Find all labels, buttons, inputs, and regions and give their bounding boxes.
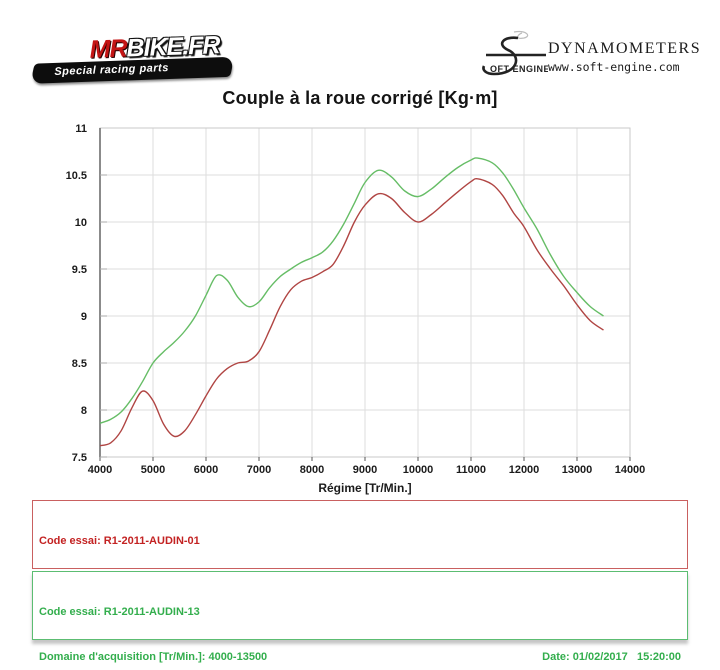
soft-engine-text: DYNAMOMETERS www.soft-engine.com [548,40,701,74]
x-axis-tick-label: 4000 [88,464,112,476]
y-axis-tick-label: 11 [75,123,87,135]
x-axis-tick-label: 13000 [562,464,593,476]
test-info-panel-green: Code essai: R1-2011-AUDIN-13 Domaine d'a… [32,571,688,663]
code-essai-row: Code essai: R1-2011-AUDIN-13 [39,606,200,618]
y-axis-tick-label: 8.5 [72,358,87,370]
y-axis-tick-label: 9 [81,311,87,323]
x-axis-tick-label: 10000 [403,464,434,476]
torque-chart: 4000 5000 6000 7000 8000 9000 10000 11000 12000 1… [66,123,646,495]
torque-curve-green [99,157,604,424]
acquisition-range: Domaine d'acquisition [Tr/Min.]: 4000-13… [39,651,268,663]
test-date: Date: 01/02/2017 15:20:00 [542,651,681,663]
soft-engine-logo: OFT-ENGINE DYNAMOMETERS www.soft-engine.… [474,30,714,86]
y-axis-tick-label: 10 [75,217,87,229]
x-axis-tick-label: 14000 [615,464,646,476]
x-axis-tick-label: 12000 [509,464,540,476]
test-info-panel-red: Code essai: R1-2011-AUDIN-01 Domaine d'a… [32,500,688,637]
soft-engine-wordmark: OFT-ENGINE [490,64,548,74]
y-axis-tick-label: 10.5 [66,170,87,182]
y-axis-tick-label: 7.5 [72,452,87,464]
x-axis-tick-label: 8000 [300,464,324,476]
x-axis-tick-label: 5000 [141,464,165,476]
x-axis-tick-label: 9000 [353,464,377,476]
x-axis-tick-label: 7000 [247,464,271,476]
x-axis-tick-label: 6000 [194,464,218,476]
soft-engine-url: www.soft-engine.com [548,60,680,74]
soft-engine-s-icon: OFT-ENGINE [482,31,550,76]
y-axis-tick-label: 8 [81,405,87,417]
code-essai-row: Code essai: R1-2011-AUDIN-01 [39,535,200,547]
dynamometers-label: DYNAMOMETERS [548,40,702,57]
x-axis-tick-label: 11000 [456,464,486,476]
acquisition-date-row: Domaine d'acquisition [Tr/Min.]: 4000-13… [39,650,681,665]
x-axis-title: Régime [Tr/Min.] [318,481,411,495]
y-axis-tick-label: 9.5 [72,264,87,276]
chart-title: Couple à la roue corrigé [Kg·m] [222,88,498,108]
torque-curve-red [99,177,604,447]
